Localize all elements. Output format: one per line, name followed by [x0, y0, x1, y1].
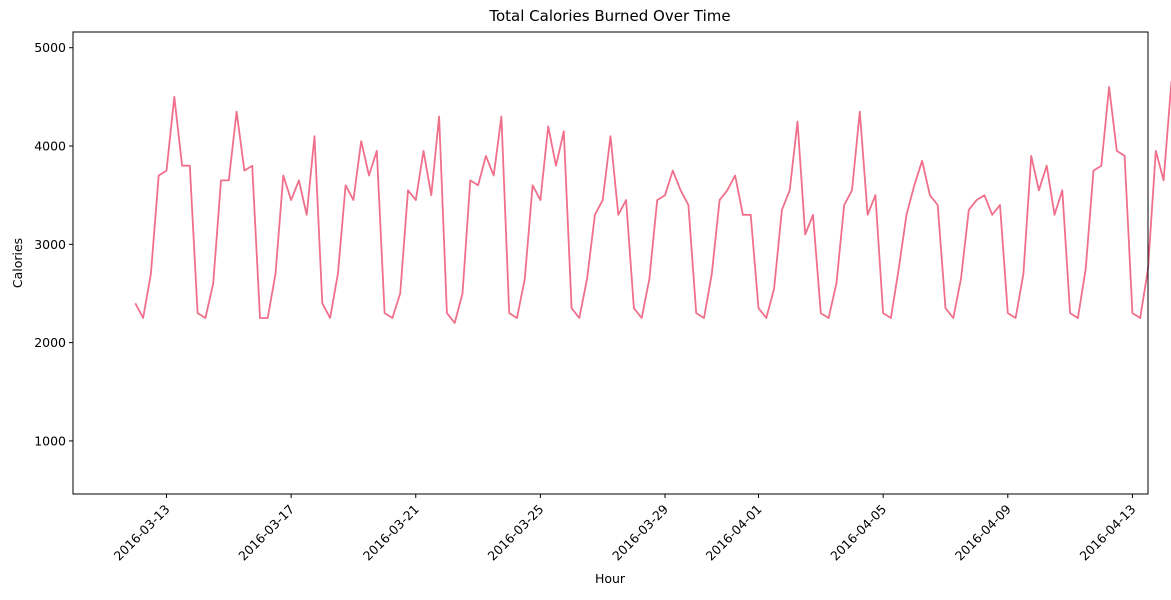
plot-frame: [72, 31, 1149, 495]
plot-area: [73, 32, 1148, 494]
y-tick-label: 3000: [34, 237, 66, 252]
y-tick-label: 4000: [34, 139, 66, 154]
series-group: [134, 81, 1171, 324]
y-axis-label: Calories: [10, 238, 25, 288]
y-tick-label: 2000: [34, 335, 66, 350]
y-tick-label: 5000: [34, 40, 66, 55]
chart-title: Total Calories Burned Over Time: [488, 7, 730, 25]
series-line: [134, 81, 1171, 324]
y-axis-ticks: 1000 2000 3000 4000 5000: [34, 40, 73, 448]
y-tick-label: 1000: [34, 433, 66, 448]
x-axis-label: Hour: [595, 571, 626, 586]
